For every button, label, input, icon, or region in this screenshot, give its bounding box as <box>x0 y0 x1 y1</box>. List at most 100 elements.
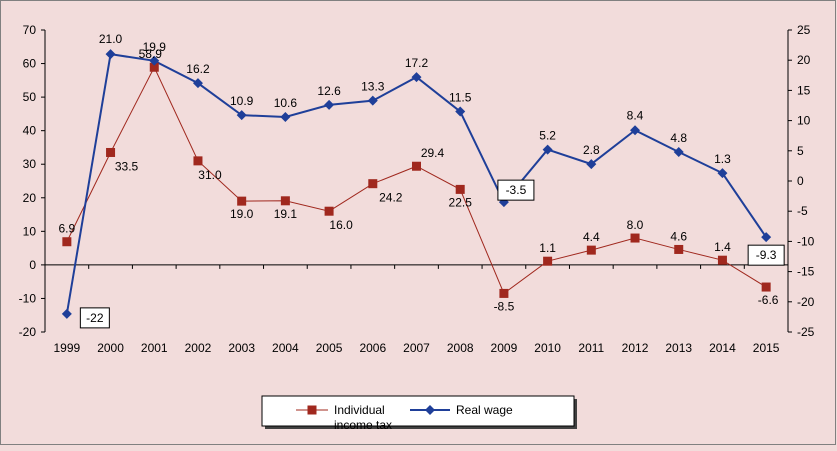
series-line-individual-income-tax <box>66 66 767 295</box>
right-axis-tick-label: 15 <box>797 83 811 97</box>
x-axis-tick-label: 2011 <box>578 341 604 355</box>
data-label-individual-income-tax: 1.1 <box>539 241 556 255</box>
data-point-real-wage <box>367 95 378 106</box>
data-label-real-wage: 8.4 <box>627 108 644 122</box>
data-point-individual-income-tax <box>717 255 727 265</box>
data-label-individual-income-tax: 22.5 <box>449 195 473 209</box>
data-label-individual-income-tax: 24.2 <box>379 191 403 205</box>
x-axis-tick-label: 2007 <box>403 341 430 355</box>
data-label-box-real-wage <box>497 179 535 201</box>
data-point-individual-income-tax <box>324 206 334 216</box>
right-axis-tick-label: -5 <box>797 204 808 218</box>
data-label-real-wage: 21.0 <box>99 32 123 46</box>
left-axis-tick-label: 30 <box>23 157 37 171</box>
data-label-real-wage: 4.8 <box>670 131 687 145</box>
left-axis-tick-label: 70 <box>23 23 37 37</box>
data-point-real-wage <box>192 78 203 89</box>
data-point-individual-income-tax <box>280 196 290 206</box>
legend-label-individual-income-tax: Individual income tax <box>334 403 392 432</box>
data-label-real-wage: 10.9 <box>230 94 254 108</box>
data-point-individual-income-tax <box>149 62 159 72</box>
data-label-individual-income-tax: 4.6 <box>670 229 687 243</box>
data-point-real-wage <box>236 110 247 121</box>
right-axis-tick-label: 25 <box>797 23 811 37</box>
data-label-real-wage: 13.3 <box>361 80 385 94</box>
data-label-real-wage: 12.6 <box>317 84 341 98</box>
data-point-real-wage <box>542 144 553 155</box>
x-axis-tick-label: 1999 <box>54 341 81 355</box>
data-label-real-wage: 10.6 <box>274 96 298 110</box>
data-label-individual-income-tax: 31.0 <box>198 168 222 182</box>
legend-marker-individual-income-tax <box>307 405 317 415</box>
data-point-individual-income-tax <box>237 196 247 206</box>
data-point-real-wage <box>673 147 684 158</box>
legend-marker-real-wage <box>425 405 435 415</box>
x-axis-tick-label: 2000 <box>97 341 124 355</box>
data-label-individual-income-tax: 8.0 <box>627 218 644 232</box>
series-line-real-wage <box>65 53 767 315</box>
data-point-real-wage <box>717 168 728 179</box>
data-point-individual-income-tax <box>106 147 116 157</box>
x-axis-tick-label: 2012 <box>622 341 649 355</box>
right-axis-tick-label: -15 <box>797 265 815 279</box>
right-axis-tick-label: 0 <box>797 174 804 188</box>
data-label-real-wage: 11.5 <box>449 91 472 105</box>
legend-label-real-wage: Real wage <box>456 403 513 417</box>
data-label-real-wage: 2.8 <box>583 143 600 157</box>
data-point-individual-income-tax <box>630 233 640 243</box>
data-label-individual-income-tax: 16.0 <box>329 218 353 232</box>
data-point-real-wage <box>280 111 291 122</box>
left-axis-tick-label: 50 <box>23 90 37 104</box>
left-axis-tick-label: 0 <box>29 258 36 272</box>
data-label-individual-income-tax: 6.9 <box>59 222 76 236</box>
data-point-individual-income-tax <box>193 156 203 166</box>
x-axis-tick-label: 2001 <box>141 341 168 355</box>
data-point-individual-income-tax <box>499 288 509 298</box>
data-label-real-wage: -22 <box>86 311 104 325</box>
data-label-individual-income-tax: 58.9 <box>139 47 163 61</box>
data-label-individual-income-tax: 19.0 <box>230 207 254 221</box>
data-label-real-wage: 16.2 <box>186 62 210 76</box>
data-label-real-wage: -3.5 <box>506 183 527 197</box>
left-axis-tick-label: -20 <box>19 325 37 339</box>
x-axis-tick-label: 2008 <box>447 341 474 355</box>
data-label-real-wage: 1.3 <box>714 152 731 166</box>
x-axis-tick-label: 2002 <box>185 341 212 355</box>
data-point-individual-income-tax <box>368 179 378 189</box>
x-axis-tick-label: 2015 <box>753 341 780 355</box>
data-label-real-wage: 5.2 <box>539 129 556 143</box>
data-label-individual-income-tax: 19.1 <box>274 207 298 221</box>
data-label-individual-income-tax: 33.5 <box>115 159 139 173</box>
data-point-individual-income-tax <box>412 161 421 171</box>
data-point-real-wage <box>149 55 160 66</box>
data-point-real-wage <box>411 72 422 83</box>
data-label-real-wage: 19.9 <box>143 40 167 54</box>
data-point-real-wage <box>586 159 597 170</box>
data-point-individual-income-tax <box>455 184 465 194</box>
data-label-individual-income-tax: 1.4 <box>714 240 731 254</box>
right-axis-tick-label: -10 <box>797 234 815 248</box>
data-label-real-wage: 17.2 <box>405 56 429 70</box>
data-point-individual-income-tax <box>761 282 771 292</box>
right-axis-tick-label: 5 <box>797 144 804 158</box>
data-label-box-real-wage <box>747 244 785 266</box>
data-point-real-wage <box>761 232 772 243</box>
x-axis-tick-label: 2006 <box>359 341 386 355</box>
data-label-individual-income-tax: -8.5 <box>494 299 515 313</box>
x-axis-tick-label: 2005 <box>316 341 343 355</box>
left-axis-tick-label: 40 <box>23 124 37 138</box>
data-point-individual-income-tax <box>543 256 553 266</box>
data-point-individual-income-tax <box>674 244 684 254</box>
data-label-individual-income-tax: -6.6 <box>758 293 779 307</box>
data-point-real-wage <box>324 99 335 110</box>
data-point-individual-income-tax <box>586 245 596 255</box>
data-label-box-real-wage <box>79 307 110 329</box>
x-axis-tick-label: 2013 <box>665 341 692 355</box>
data-point-real-wage <box>630 125 641 136</box>
data-point-real-wage <box>105 49 116 60</box>
left-axis-tick-label: 60 <box>23 57 37 71</box>
right-axis-tick-label: -25 <box>797 325 815 339</box>
